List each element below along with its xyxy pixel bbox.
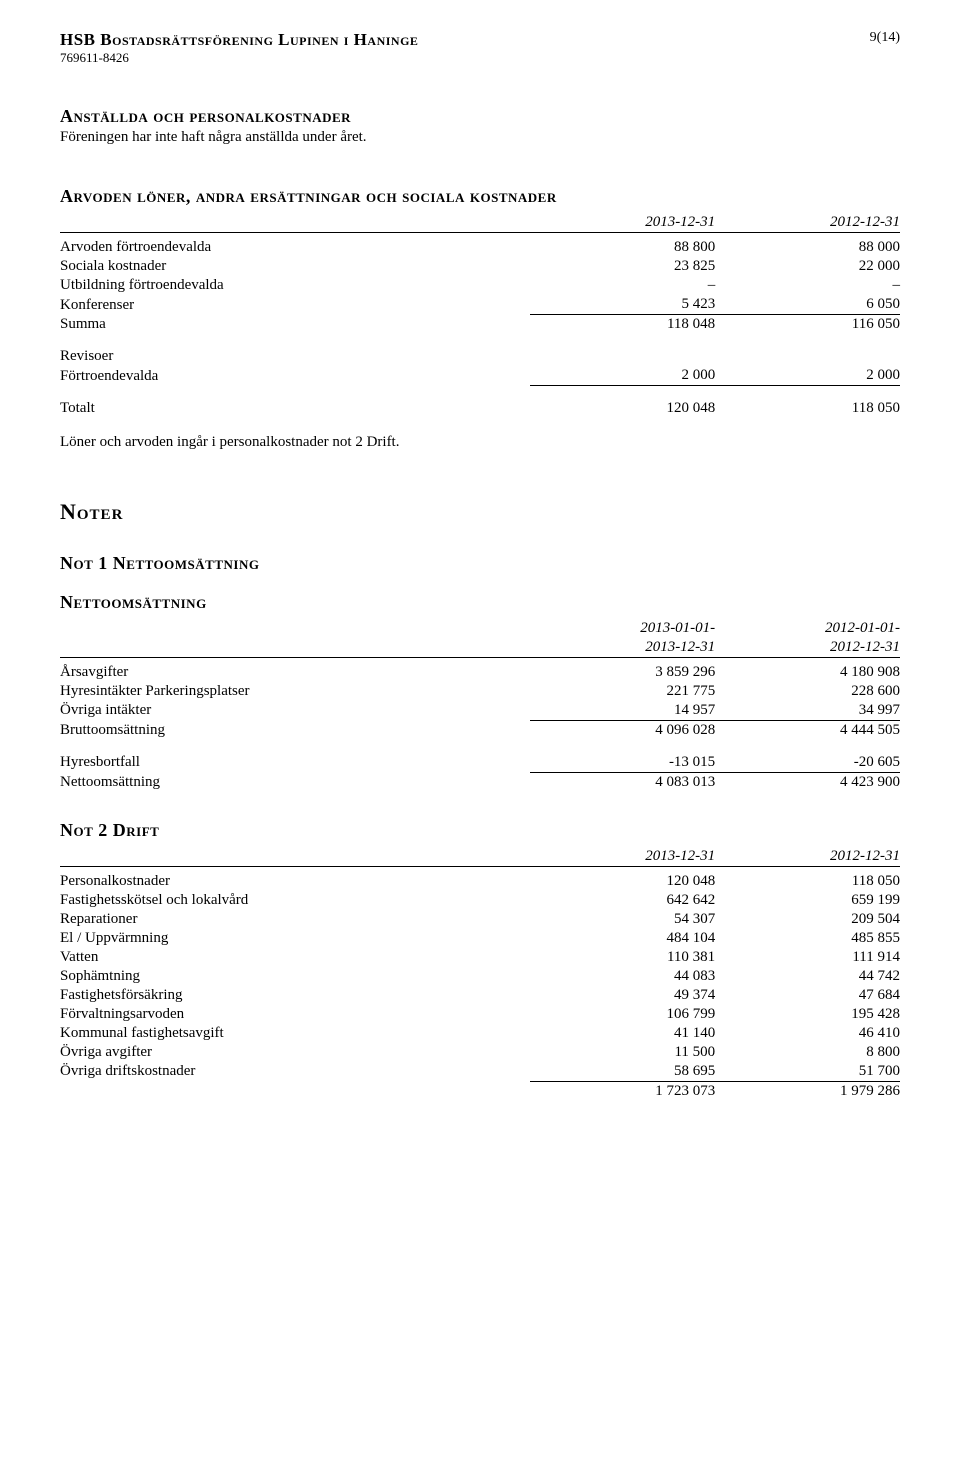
row-label: Fastighetsförsäkring xyxy=(60,986,530,1005)
bortfall-val: -13 015 xyxy=(530,740,715,773)
section-anstallda-text: Föreningen har inte haft några anställda… xyxy=(60,129,900,146)
row-label: Årsavgifter xyxy=(60,657,530,682)
row-val: 118 050 xyxy=(715,866,900,891)
col-header: 2013-12-31 xyxy=(530,847,715,867)
row-val: 221 775 xyxy=(530,682,715,701)
row-label: Utbildning förtroendevalda xyxy=(60,276,530,295)
brutto-label: Bruttoomsättning xyxy=(60,720,530,740)
row-val: 44 083 xyxy=(530,967,715,986)
row-label: El / Uppvärmning xyxy=(60,929,530,948)
row-label: Övriga intäkter xyxy=(60,701,530,721)
row-val: 659 199 xyxy=(715,891,900,910)
row-val: 228 600 xyxy=(715,682,900,701)
row-val: 642 642 xyxy=(530,891,715,910)
row-val: 484 104 xyxy=(530,929,715,948)
fortroendevalda-label: Förtroendevalda xyxy=(60,366,530,386)
totalt-val: 118 050 xyxy=(715,386,900,419)
row-val: 88 000 xyxy=(715,233,900,258)
row-label: Reparationer xyxy=(60,910,530,929)
row-val: 485 855 xyxy=(715,929,900,948)
bortfall-label: Hyresbortfall xyxy=(60,740,530,773)
noter-title: Noter xyxy=(60,499,900,525)
row-label: Vatten xyxy=(60,948,530,967)
totalt-label: Totalt xyxy=(60,386,530,419)
netto-val: 4 423 900 xyxy=(715,772,900,792)
row-val: 8 800 xyxy=(715,1043,900,1062)
col-header: 2012-12-31 xyxy=(715,638,900,657)
summa-val: 118 048 xyxy=(530,315,715,335)
row-val: 54 307 xyxy=(530,910,715,929)
row-val: – xyxy=(530,276,715,295)
col-header-2013: 2013-12-31 xyxy=(530,213,715,233)
bortfall-val: -20 605 xyxy=(715,740,900,773)
brutto-val: 4 096 028 xyxy=(530,720,715,740)
col-header: 2013-01-01- xyxy=(530,619,715,638)
section-arvoden-title: Arvoden löner, andra ersättningar och so… xyxy=(60,186,900,207)
note-2-table: 2013-12-31 2012-12-31 Personalkostnader1… xyxy=(60,847,900,1101)
row-val: 3 859 296 xyxy=(530,657,715,682)
row-val: 14 957 xyxy=(530,701,715,721)
row-val: 22 000 xyxy=(715,257,900,276)
col-header: 2013-12-31 xyxy=(530,638,715,657)
sum-val: 1 979 286 xyxy=(715,1081,900,1101)
netto-val: 4 083 013 xyxy=(530,772,715,792)
row-label: Övriga driftskostnader xyxy=(60,1062,530,1082)
row-val: 11 500 xyxy=(530,1043,715,1062)
note-2-title: Not 2 Drift xyxy=(60,820,900,841)
row-val: 111 914 xyxy=(715,948,900,967)
summa-label: Summa xyxy=(60,315,530,335)
org-block: HSB Bostadsrättsförening Lupinen i Hanin… xyxy=(60,30,418,66)
row-label: Övriga avgifter xyxy=(60,1043,530,1062)
sum-val: 1 723 073 xyxy=(530,1081,715,1101)
col-header-2012: 2012-12-31 xyxy=(715,213,900,233)
row-val: 110 381 xyxy=(530,948,715,967)
row-label: Förvaltningsarvoden xyxy=(60,1005,530,1024)
brutto-val: 4 444 505 xyxy=(715,720,900,740)
totalt-val: 120 048 xyxy=(530,386,715,419)
row-val: – xyxy=(715,276,900,295)
col-header: 2012-01-01- xyxy=(715,619,900,638)
row-val: 5 423 xyxy=(530,295,715,315)
org-id: 769611-8426 xyxy=(60,50,418,66)
fortroendevalda-val: 2 000 xyxy=(530,366,715,386)
row-val: 6 050 xyxy=(715,295,900,315)
row-label: Sophämtning xyxy=(60,967,530,986)
org-name: HSB Bostadsrättsförening Lupinen i Hanin… xyxy=(60,30,418,50)
note-1-sub: Nettoomsättning xyxy=(60,592,900,613)
row-val: 120 048 xyxy=(530,866,715,891)
fortroendevalda-val: 2 000 xyxy=(715,366,900,386)
revisoer-label: Revisoer xyxy=(60,334,530,366)
col-header: 2012-12-31 xyxy=(715,847,900,867)
row-val: 23 825 xyxy=(530,257,715,276)
summa-val: 116 050 xyxy=(715,315,900,335)
row-val: 41 140 xyxy=(530,1024,715,1043)
section-anstallda-title: Anställda och personalkostnader xyxy=(60,106,900,127)
row-val: 47 684 xyxy=(715,986,900,1005)
arvoden-table: 2013-12-31 2012-12-31 Arvoden förtroende… xyxy=(60,213,900,418)
row-val: 34 997 xyxy=(715,701,900,721)
row-val: 88 800 xyxy=(530,233,715,258)
row-label: Kommunal fastighetsavgift xyxy=(60,1024,530,1043)
row-val: 46 410 xyxy=(715,1024,900,1043)
row-label: Personalkostnader xyxy=(60,866,530,891)
row-val: 44 742 xyxy=(715,967,900,986)
row-label: Hyresintäkter Parkeringsplatser xyxy=(60,682,530,701)
row-val: 51 700 xyxy=(715,1062,900,1082)
arvoden-footnote: Löner och arvoden ingår i personalkostna… xyxy=(60,434,900,451)
row-label: Arvoden förtroendevalda xyxy=(60,233,530,258)
note-1-table: 2013-01-01- 2012-01-01- 2013-12-31 2012-… xyxy=(60,619,900,792)
page-header: HSB Bostadsrättsförening Lupinen i Hanin… xyxy=(60,30,900,66)
row-val: 4 180 908 xyxy=(715,657,900,682)
row-val: 58 695 xyxy=(530,1062,715,1082)
row-val: 209 504 xyxy=(715,910,900,929)
row-label: Konferenser xyxy=(60,295,530,315)
row-val: 195 428 xyxy=(715,1005,900,1024)
row-val: 106 799 xyxy=(530,1005,715,1024)
row-val: 49 374 xyxy=(530,986,715,1005)
netto-label: Nettoomsättning xyxy=(60,772,530,792)
row-label: Fastighetsskötsel och lokalvård xyxy=(60,891,530,910)
note-1-title: Not 1 Nettoomsättning xyxy=(60,553,900,574)
row-label: Sociala kostnader xyxy=(60,257,530,276)
page-number: 9(14) xyxy=(870,30,900,46)
